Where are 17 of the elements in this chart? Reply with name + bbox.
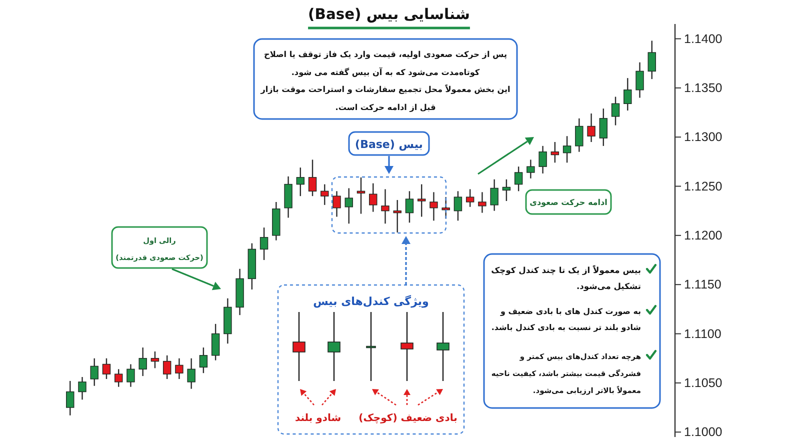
y-tick-label: 1.1400 [684,32,722,46]
y-tick-label: 1.1300 [684,130,722,144]
y-tick-label: 1.1050 [684,376,722,390]
annotation: شادو بلند [294,412,342,424]
y-tick-label: 1.1250 [684,179,722,194]
annotation: ویژگی کندل‌های بیس [313,294,430,308]
annotation: ادامه حرکت صعودی [530,198,608,206]
y-tick-label: 1.1200 [684,228,722,242]
y-tick-label: 1.1100 [684,326,722,341]
annotation: بادی ضعیف (کوچک) [358,412,458,424]
annotation: بیس (Base) [355,138,423,150]
y-tick-label: 1.1350 [684,80,722,95]
y-tick-label: 1.1150 [684,278,722,292]
annotation: پس از حرکت صعودی اولیه، قیمت وارد یک فاز توقف یا اصلاح کوتاه‌مدت می‌شود که به آن بیس گفته می شود. این بخش معمولاً محل تجمیع سفارشات و استراحت موقت بازار قبل از ادامه حرکت است. [260,49,511,112]
chart-title: شناسایی بیس (Base) [308,6,470,22]
annotation: بیس معمولاً از یک تا چند کندل کوچک تشکیل می‌شود. [491,264,641,292]
y-tick-label: 1.1000 [684,425,722,438]
